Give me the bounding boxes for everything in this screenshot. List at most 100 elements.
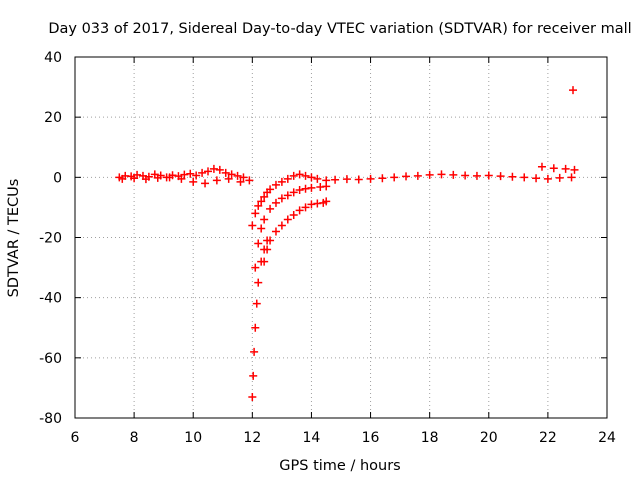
data-point	[484, 171, 493, 180]
data-point	[496, 172, 505, 181]
x-tick-label: 8	[130, 430, 139, 446]
x-tick-label: 6	[71, 430, 80, 446]
x-tick-label: 10	[184, 430, 202, 446]
data-point	[266, 204, 275, 213]
data-point	[227, 170, 236, 179]
data-point	[555, 173, 564, 182]
data-point	[277, 221, 286, 230]
data-point	[153, 173, 162, 182]
data-point	[537, 162, 546, 171]
data-point	[271, 180, 280, 189]
series-lower-arc	[260, 197, 331, 266]
data-point	[331, 175, 340, 184]
data-point	[215, 165, 224, 174]
data-point	[165, 173, 174, 182]
series-afternoon-band	[331, 162, 579, 184]
data-point	[449, 170, 458, 179]
data-point	[266, 185, 275, 194]
series-outlier	[569, 86, 578, 95]
data-point	[508, 172, 517, 181]
data-point	[224, 174, 233, 183]
y-axis-label: SDTVAR / TECUs	[6, 179, 22, 298]
data-point	[413, 171, 422, 180]
data-point	[257, 224, 266, 233]
data-point	[251, 209, 260, 218]
data-point	[177, 174, 186, 183]
x-tick-label: 24	[598, 430, 616, 446]
data-point	[260, 192, 269, 201]
data-point	[543, 174, 552, 183]
data-point	[322, 197, 331, 206]
x-tick-label: 16	[362, 430, 380, 446]
data-points	[115, 86, 579, 401]
x-tick-label: 20	[480, 430, 498, 446]
data-point	[130, 174, 139, 183]
data-point	[209, 164, 218, 173]
data-point	[189, 177, 198, 186]
data-point	[295, 185, 304, 194]
chart-title: Day 033 of 2017, Sidereal Day-to-day VTE…	[48, 21, 631, 37]
data-point	[198, 168, 207, 177]
x-tick-label: 22	[539, 430, 557, 446]
grid	[75, 57, 607, 418]
data-point	[425, 170, 434, 179]
series-upper-arc	[248, 170, 331, 230]
data-point	[252, 299, 261, 308]
data-point	[472, 171, 481, 180]
data-point	[307, 183, 316, 192]
data-point	[239, 173, 248, 182]
data-point	[301, 203, 310, 212]
data-point	[437, 170, 446, 179]
y-tick-label: 0	[53, 170, 62, 186]
x-axis-tick-labels: 6 8 10 12 14 16 18 20 22 24	[71, 430, 616, 446]
data-point	[254, 239, 263, 248]
data-point	[342, 175, 351, 184]
axis-ticks	[74, 56, 608, 419]
data-point	[236, 177, 245, 186]
y-tick-label: -80	[39, 411, 62, 427]
data-point	[461, 171, 470, 180]
data-point	[301, 171, 310, 180]
data-point	[257, 197, 266, 206]
y-tick-label: 40	[44, 50, 62, 66]
data-point	[248, 392, 257, 401]
data-point	[289, 210, 298, 219]
data-point	[118, 174, 127, 183]
data-point	[378, 174, 387, 183]
data-point	[186, 169, 195, 178]
data-point	[313, 174, 322, 183]
series-morning-band	[115, 164, 254, 188]
data-point	[201, 179, 210, 188]
data-point	[549, 164, 558, 173]
data-point	[570, 165, 579, 174]
data-point	[277, 194, 286, 203]
data-point	[271, 198, 280, 207]
data-point	[221, 168, 230, 177]
x-tick-label: 18	[421, 430, 439, 446]
data-point	[283, 191, 292, 200]
data-point	[354, 175, 363, 184]
data-point	[204, 167, 212, 176]
x-tick-label: 12	[243, 430, 261, 446]
data-point	[520, 173, 529, 182]
data-point	[260, 257, 269, 266]
y-tick-label: -20	[39, 231, 62, 247]
y-tick-label: 20	[44, 110, 62, 126]
data-point	[248, 221, 257, 230]
data-point	[561, 164, 570, 173]
data-point	[567, 173, 576, 182]
data-point	[307, 200, 316, 209]
data-point	[250, 347, 259, 356]
x-axis-label: GPS time / hours	[279, 458, 400, 474]
data-point	[307, 173, 316, 182]
data-point	[254, 201, 263, 210]
data-point	[283, 215, 292, 224]
data-point	[212, 176, 221, 185]
x-tick-label: 14	[303, 430, 321, 446]
data-point	[283, 174, 292, 183]
data-point	[390, 173, 399, 182]
data-point	[532, 174, 541, 183]
data-point	[251, 323, 260, 332]
data-point	[295, 170, 304, 179]
